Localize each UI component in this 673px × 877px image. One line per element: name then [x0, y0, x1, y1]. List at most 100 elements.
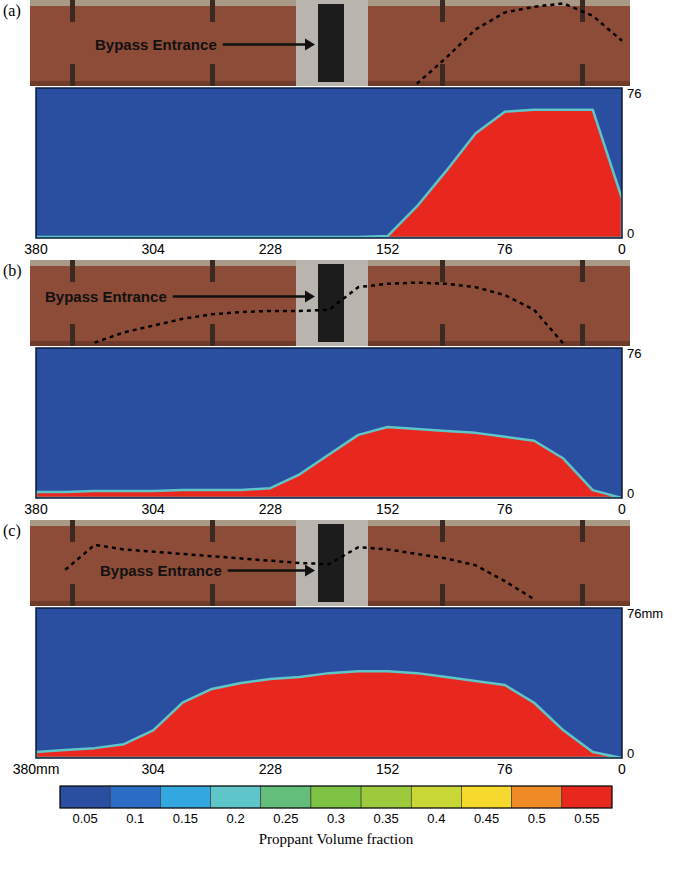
x-tick-label: 380 [24, 241, 48, 257]
arrow-shaft [223, 43, 307, 46]
colorbar-label: 0.55 [574, 811, 599, 826]
proppant-area [36, 671, 622, 758]
clamp [70, 64, 75, 86]
colorbar-cell [562, 786, 612, 808]
x-tick-label: 152 [376, 241, 400, 257]
clamp [210, 64, 215, 86]
clamp [580, 260, 585, 282]
colorbar-label: 0.05 [72, 811, 97, 826]
photo-profile [65, 545, 534, 599]
bypass-slot [318, 264, 344, 342]
colorbar-cell [311, 786, 361, 808]
clamp [440, 584, 445, 606]
x-tick-label: 304 [142, 241, 166, 257]
clamp [440, 0, 445, 22]
plot-frame [36, 88, 622, 238]
clamp [70, 324, 75, 346]
photo-marks [417, 3, 622, 83]
clamp [70, 520, 75, 542]
x-tick-label: 0 [618, 241, 626, 257]
panel-label: (a) [3, 2, 21, 20]
colorbar-label: 0.25 [273, 811, 298, 826]
figure: (a)380304228152760760Bypass Entrance(b)3… [0, 0, 673, 877]
x-tick-label: 0 [618, 501, 626, 517]
clamp [210, 520, 215, 542]
clamp [580, 64, 585, 86]
bypass-frame [296, 260, 368, 346]
clamp [440, 64, 445, 86]
x-tick-label: 380 [24, 501, 48, 517]
colorbar-title: Proppant Volume fraction [259, 831, 414, 847]
panel: (a)380304228152760760Bypass Entrance [3, 0, 641, 257]
clamp [440, 260, 445, 282]
colorbar-label: 0.5 [528, 811, 546, 826]
photo-marks [65, 545, 534, 599]
annotation: Bypass Entrance [100, 562, 222, 579]
colorbar-label: 0.2 [227, 811, 245, 826]
colorbar-cell [411, 786, 461, 808]
panel: (b)380304228152760760Bypass Entrance [3, 260, 641, 517]
colorbar-label: 0.4 [427, 811, 445, 826]
clamp [440, 520, 445, 542]
photo-background [30, 520, 630, 606]
colorbar-label: 0.1 [126, 811, 144, 826]
plot-background [36, 608, 622, 758]
clamp [210, 260, 215, 282]
proppant-area [36, 110, 622, 238]
plot-marks [36, 110, 622, 238]
arrow-shaft [173, 295, 307, 298]
colorbar-cell [512, 786, 562, 808]
bypass-frame [296, 0, 368, 86]
x-tick-label: 228 [259, 501, 283, 517]
arrow-shaft [228, 569, 307, 572]
clamp [210, 324, 215, 346]
x-tick-label: 76 [497, 761, 513, 777]
clamp [210, 584, 215, 606]
panel-label: (b) [3, 262, 22, 280]
x-tick-label: 380mm [13, 761, 60, 777]
clamp [440, 324, 445, 346]
plot-marks [36, 671, 622, 758]
colorbar-label: 0.45 [474, 811, 499, 826]
plot-frame [36, 608, 622, 758]
x-tick-label: 152 [376, 761, 400, 777]
clamp [580, 584, 585, 606]
x-tick-label: 76 [497, 241, 513, 257]
colorbar-label: 0.35 [374, 811, 399, 826]
colorbar-cell [160, 786, 210, 808]
y-tick-label: 0 [627, 486, 634, 501]
clamp [580, 520, 585, 542]
photo [30, 260, 630, 346]
x-tick-label: 228 [259, 241, 283, 257]
x-tick-label: 0 [618, 761, 626, 777]
y-tick-label: 76mm [627, 606, 663, 621]
clamp [580, 324, 585, 346]
photo [30, 0, 630, 86]
photo-background [30, 0, 630, 86]
colorbar-label: 0.15 [173, 811, 198, 826]
bypass-slot [318, 4, 344, 82]
plot-background [36, 88, 622, 238]
colorbar-cell [211, 786, 261, 808]
colorbar-cell [60, 786, 110, 808]
y-tick-label: 0 [627, 746, 634, 761]
clamp [70, 584, 75, 606]
x-tick-label: 228 [259, 761, 283, 777]
plot-frame [36, 348, 622, 498]
colorbar-cell [461, 786, 511, 808]
photo-profile [417, 3, 622, 83]
plot-background [36, 348, 622, 498]
photo [30, 520, 630, 606]
plot-marks [36, 427, 622, 498]
panel-label: (c) [3, 522, 21, 540]
colorbar-cell [361, 786, 411, 808]
annotation: Bypass Entrance [45, 288, 167, 305]
clamp [70, 260, 75, 282]
colorbar-label: 0.3 [327, 811, 345, 826]
colorbar: 0.05 0.1 0.15 0.2 0.25 0.3 0.35 0.4 0.45 0.5 0.55 P… [60, 786, 612, 847]
arrow-head [305, 291, 315, 303]
x-tick-label: 304 [142, 761, 166, 777]
colorbar-cell [261, 786, 311, 808]
x-tick-label: 304 [142, 501, 166, 517]
clamp [70, 0, 75, 22]
